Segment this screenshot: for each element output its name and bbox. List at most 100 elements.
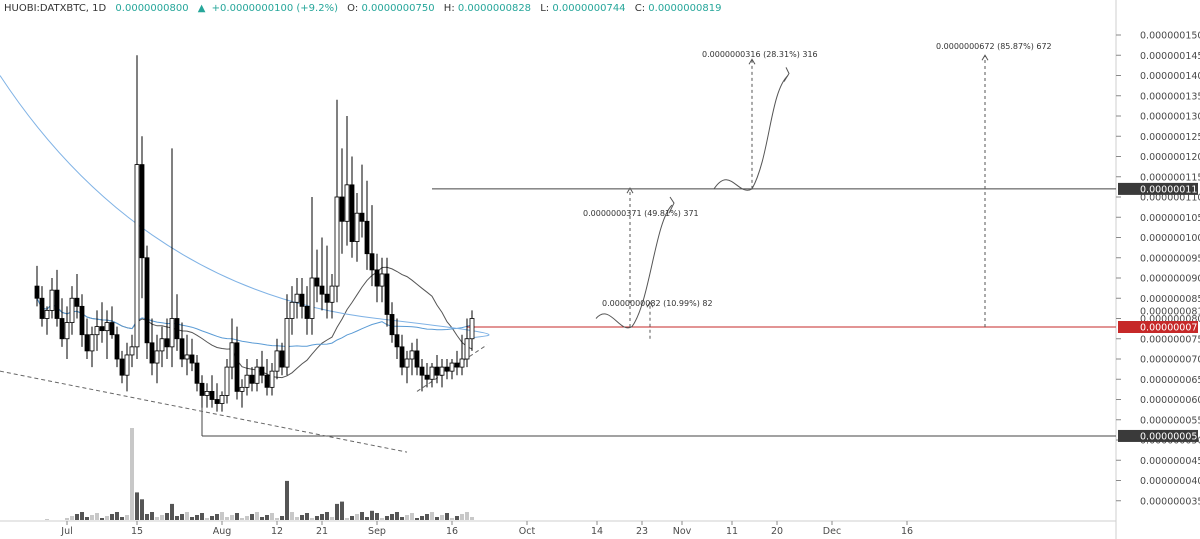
volume-bar xyxy=(115,512,119,520)
x-tick-label: 21 xyxy=(316,526,328,537)
volume-bar xyxy=(400,517,404,520)
projection-arrow-0-arrowhead xyxy=(646,301,654,308)
candle-down xyxy=(144,257,150,344)
volume-bar xyxy=(405,515,409,520)
candle-down xyxy=(84,334,90,352)
y-tick-label: 0.0000001350 xyxy=(1140,91,1200,102)
volume-bar xyxy=(85,517,89,520)
candle-up xyxy=(329,285,335,303)
volume-bar xyxy=(430,512,434,520)
candle-up xyxy=(284,318,290,368)
projection-arrow-3-arrowhead xyxy=(981,54,989,61)
volume-bar xyxy=(435,517,439,520)
price-tag-box xyxy=(1118,321,1198,334)
x-tick-label: 15 xyxy=(131,526,143,537)
volume-bar xyxy=(255,512,259,520)
candle-down xyxy=(299,293,305,307)
y-tick-label: 0.0000000700 xyxy=(1140,355,1200,366)
candle-up xyxy=(449,362,455,372)
candle-up xyxy=(169,318,175,348)
x-tick-label: Oct xyxy=(519,526,536,537)
volume-bar xyxy=(65,518,69,520)
y-tick-label: 0.0000001150 xyxy=(1140,172,1200,183)
candle-up xyxy=(269,370,275,388)
y-tick-label: 0.0000000800 xyxy=(1140,314,1200,325)
x-tick-label: Sep xyxy=(368,526,386,537)
candle-down xyxy=(259,366,265,376)
candle-down xyxy=(119,358,125,376)
volume-bar xyxy=(440,515,444,520)
candle-up xyxy=(229,342,235,368)
candle-down xyxy=(394,334,400,348)
change-value: +0.0000000100 (+9.2%) xyxy=(212,3,338,14)
candle-down xyxy=(74,297,80,307)
volume-bar xyxy=(125,515,129,520)
candle-up xyxy=(49,289,55,311)
candle-down xyxy=(149,342,155,364)
annotation-target-1: 0.0000000371 (49.81%) 371 xyxy=(583,209,699,218)
volume-bar xyxy=(325,512,329,520)
annotation-target-3: 0.0000000672 (85.87%) 672 xyxy=(936,42,1052,51)
y-tick-label: 0.0000000600 xyxy=(1140,395,1200,406)
candle-up xyxy=(294,293,300,303)
candle-down xyxy=(339,196,345,222)
candle-down xyxy=(384,273,390,315)
candle-down xyxy=(99,326,105,332)
volume-bar xyxy=(315,516,319,520)
candle-up xyxy=(244,374,250,388)
candle-down xyxy=(399,346,405,368)
volume-bar xyxy=(225,517,229,520)
y-tick-label: 0.0000001250 xyxy=(1140,132,1200,143)
candle-down xyxy=(314,277,320,287)
volume-bar xyxy=(470,517,474,520)
candle-down xyxy=(434,366,440,376)
volume-bar xyxy=(305,513,309,520)
projected-path-1 xyxy=(595,204,673,329)
candle-down xyxy=(179,338,185,360)
candle-down xyxy=(349,184,355,242)
x-tick-label: 12 xyxy=(271,526,283,537)
candle-up xyxy=(429,366,435,380)
candle-up xyxy=(464,338,470,360)
volume-bar xyxy=(295,517,299,520)
candle-up xyxy=(104,322,110,332)
candle-up xyxy=(439,366,445,376)
volume-bar xyxy=(285,480,289,520)
volume-bar xyxy=(290,512,294,520)
volume-bar xyxy=(265,515,269,520)
volume-bar xyxy=(345,518,349,520)
volume-bar xyxy=(120,517,124,520)
candle-down xyxy=(79,305,85,336)
y-tick-label: 0.0000000750 xyxy=(1140,334,1200,345)
annotation-target-2: 0.0000000316 (28.31%) 316 xyxy=(702,50,818,59)
price-tag-box xyxy=(1118,429,1198,442)
volume-bar xyxy=(465,512,469,520)
y-tick-label: 0.0000001300 xyxy=(1140,112,1200,123)
candle-up xyxy=(154,350,160,364)
candle-up xyxy=(354,212,360,242)
candle-down xyxy=(209,390,215,400)
low-value: 0.0000000744 xyxy=(552,3,625,14)
price-tag-label: 0.0000000779 xyxy=(1140,323,1200,334)
y-tick-label: 0.0000001000 xyxy=(1140,233,1200,244)
high-value: 0.0000000828 xyxy=(458,3,531,14)
candle-down xyxy=(424,374,430,380)
volume-bar xyxy=(340,501,344,520)
volume-bar xyxy=(275,518,279,520)
candle-down xyxy=(419,366,425,376)
x-tick-label: 16 xyxy=(446,526,458,537)
open-label: O: xyxy=(347,3,358,14)
volume-bar xyxy=(210,516,214,520)
candle-down xyxy=(369,253,375,271)
candle-down xyxy=(319,285,325,295)
projection-arrow-2-arrowhead xyxy=(748,58,756,65)
volume-bar xyxy=(220,512,224,520)
volume-bar xyxy=(105,516,109,520)
y-tick-label: 0.0000000400 xyxy=(1140,476,1200,487)
projected-path-2 xyxy=(713,75,789,191)
candle-down xyxy=(214,399,220,404)
candle-down xyxy=(389,314,395,336)
volume-bar xyxy=(100,518,104,520)
volume-bar xyxy=(240,518,244,520)
